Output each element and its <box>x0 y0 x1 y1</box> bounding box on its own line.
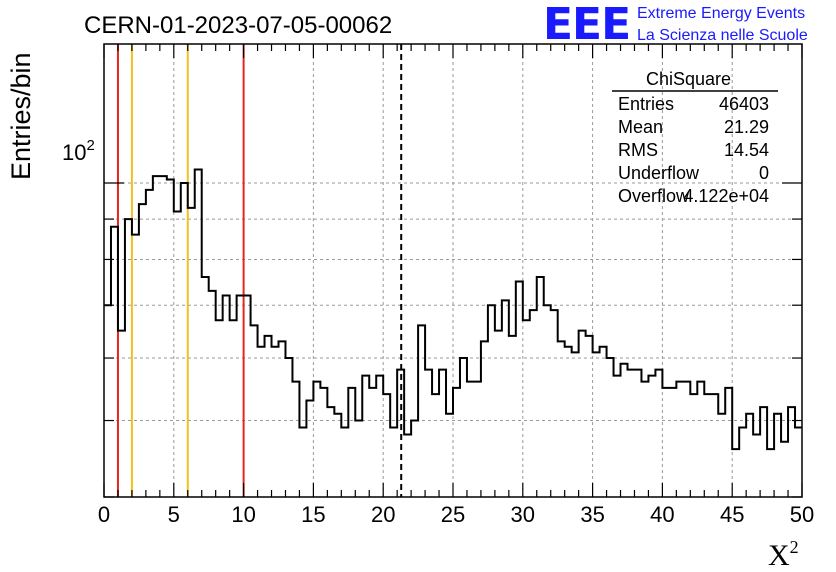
x-tick-labels: 0 5 10 15 20 25 30 35 40 45 50 <box>98 502 814 527</box>
stats-mean-value: 21.29 <box>724 117 769 137</box>
stats-box: ChiSquare Entries 46403 Mean 21.29 RMS 1… <box>612 69 778 206</box>
y-axis-label: Entries/bin <box>6 52 36 180</box>
stats-entries-label: Entries <box>618 94 674 114</box>
y-tick-label: 102 <box>62 137 95 165</box>
x-axis-label-main: X <box>768 539 790 572</box>
x-tick-label: 5 <box>168 502 180 527</box>
stats-rms-label: RMS <box>618 140 658 160</box>
histogram <box>104 168 802 451</box>
logo-line2: La Scienza nelle Scuole <box>637 27 808 44</box>
stats-mean-label: Mean <box>618 117 663 137</box>
histogram-line <box>104 168 802 451</box>
x-tick-label: 15 <box>301 502 325 527</box>
x-tick-label: 25 <box>441 502 465 527</box>
stats-rms-value: 14.54 <box>724 140 769 160</box>
axes <box>103 43 803 498</box>
y-tick-exponent: 2 <box>86 137 94 154</box>
grid <box>104 44 802 497</box>
x-tick-label: 40 <box>650 502 674 527</box>
x-tick-label: 35 <box>580 502 604 527</box>
stats-underflow-value: 0 <box>759 163 769 183</box>
stats-overflow-value: 4.122e+04 <box>683 186 769 206</box>
stats-overflow-label: Overflow <box>618 186 690 206</box>
logo-line1: Extreme Energy Events <box>637 5 805 22</box>
x-tick-label: 10 <box>231 502 255 527</box>
x-axis-label-superscript: 2 <box>790 537 799 557</box>
chart-title: CERN-01-2023-07-05-00062 <box>84 12 392 39</box>
eee-logo: EEE Extreme Energy Events La Scienza nel… <box>543 0 808 50</box>
y-tick-base: 10 <box>62 140 86 165</box>
x-tick-label: 45 <box>720 502 744 527</box>
x-tick-label: 50 <box>790 502 814 527</box>
x-tick-label: 30 <box>511 502 535 527</box>
stats-entries-value: 46403 <box>719 94 769 114</box>
x-tick-label: 0 <box>98 502 110 527</box>
stats-underflow-label: Underflow <box>618 163 700 183</box>
reference-lines <box>116 44 403 497</box>
x-tick-label: 20 <box>371 502 395 527</box>
stats-title: ChiSquare <box>646 69 731 89</box>
logo-mark: EEE <box>543 0 630 50</box>
x-axis-label: X2 <box>768 537 799 572</box>
